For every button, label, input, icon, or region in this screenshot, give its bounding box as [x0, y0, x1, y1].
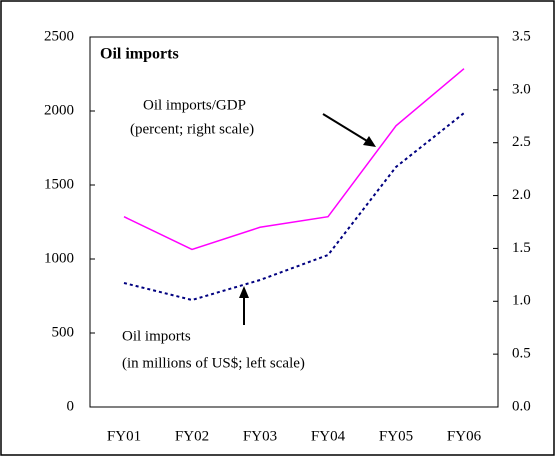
x-tick-label: FY05: [379, 428, 413, 444]
y2-tick-label: 1.5: [512, 240, 531, 256]
y-tick-label: 0: [67, 398, 75, 414]
y-tick-label: 2500: [44, 28, 74, 44]
y2-tick-label: 1.0: [512, 293, 531, 309]
y-tick-label: 2000: [44, 102, 74, 118]
annotation: Oil imports/GDP: [143, 97, 246, 113]
y2-tick-label: 0.5: [512, 346, 531, 362]
annotation: Oil imports: [122, 328, 191, 344]
y2-tick-label: 2.0: [512, 187, 531, 203]
plot-frame: [89, 36, 499, 408]
y2-tick-label: 2.5: [512, 134, 531, 150]
x-tick-label: FY01: [107, 428, 141, 444]
annotation: (percent; right scale): [130, 121, 254, 137]
annotation: (in millions of US$; left scale): [122, 355, 305, 371]
y-tick-label: 1500: [44, 176, 74, 192]
x-tick-label: FY06: [447, 428, 482, 444]
y-tick-label: 1000: [44, 250, 74, 266]
y2-tick-label: 0.0: [512, 398, 531, 414]
y-tick-label: 500: [52, 324, 75, 340]
series-line: [123, 68, 465, 251]
arrow: [239, 113, 376, 325]
y2-tick-label: 3.5: [512, 28, 531, 44]
x-tick-label: FY03: [243, 428, 277, 444]
chart-title: Oil imports: [100, 46, 179, 63]
x-tick-label: FY04: [311, 428, 346, 444]
x-tick-label: FY02: [175, 428, 209, 444]
y2-tick-label: 3.0: [512, 81, 531, 97]
